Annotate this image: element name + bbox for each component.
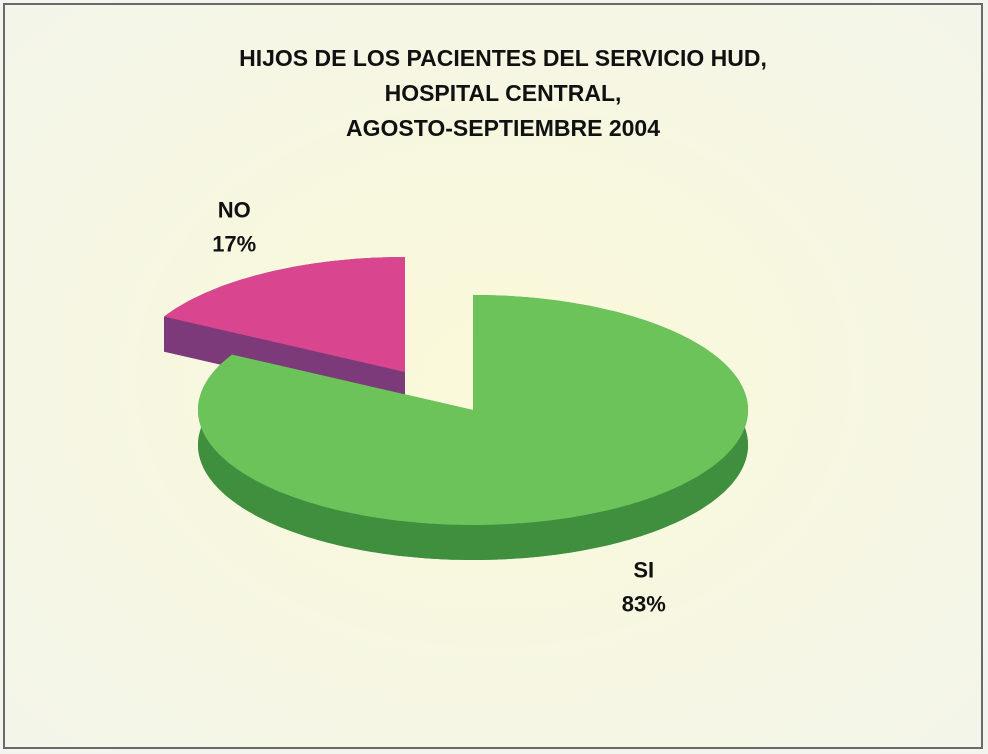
pie [164, 257, 748, 560]
chart-title: HIJOS DE LOS PACIENTES DEL SERVICIO HUD, [239, 45, 767, 71]
pie-slice [164, 257, 405, 372]
chart-title: AGOSTO-SEPTIEMBRE 2004 [346, 115, 660, 141]
slice-value-label: 83% [622, 591, 666, 616]
slice-value-label: 17% [212, 231, 256, 256]
pie-slice [198, 295, 748, 525]
slice-label: SI [633, 557, 654, 582]
chart-title: HOSPITAL CENTRAL, [385, 80, 622, 106]
slice-label: NO [218, 197, 251, 222]
